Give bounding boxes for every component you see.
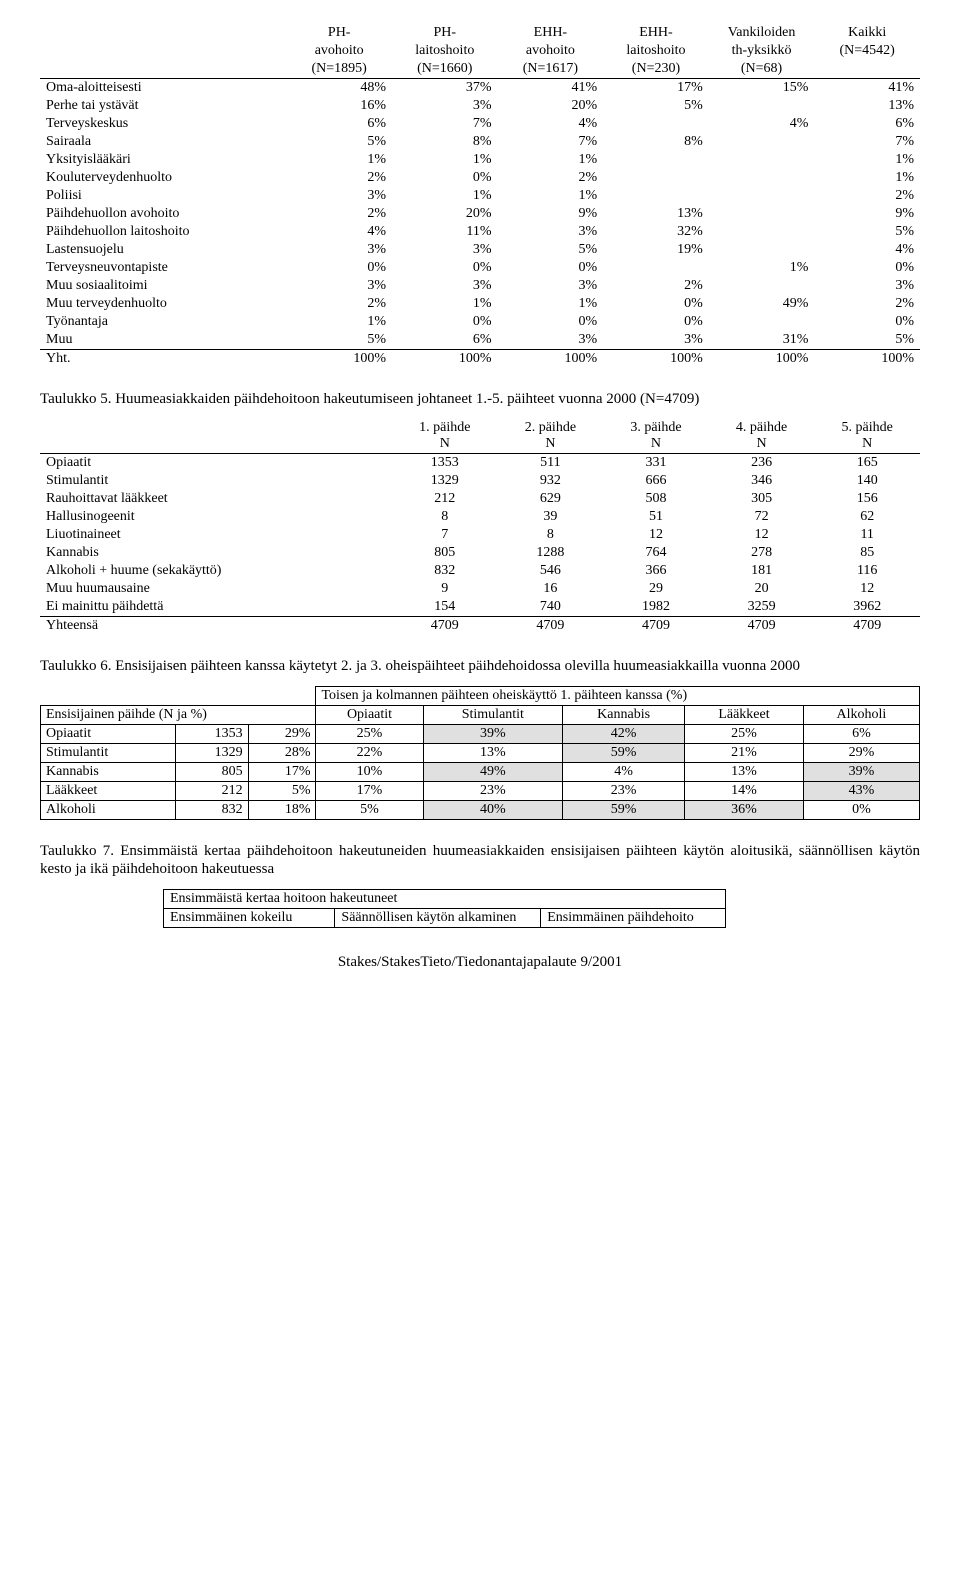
table-7: Ensimmäistä kertaa hoitoon hakeutuneet E…	[40, 889, 726, 928]
table-row: Opiaatit135329%25%39%42%25%6%	[41, 724, 920, 743]
table-6-body: Opiaatit135329%25%39%42%25%6%Stimulantit…	[41, 724, 920, 819]
table-row: Muu sosiaalitoimi3%3%3%2%3%	[40, 277, 920, 295]
table-4-body: Oma-aloitteisesti48%37%41%17%15%41%Perhe…	[40, 79, 920, 369]
table-row: Kannabis805128876427885	[40, 544, 920, 562]
table-row: Terveysneuvontapiste0%0%0%1%0%	[40, 259, 920, 277]
t7-c2: Säännöllisen käytön alkaminen	[335, 909, 541, 928]
table-row: Alkoholi83218%5%40%59%36%0%	[41, 800, 920, 819]
table-row: Liuotinaineet78121211	[40, 526, 920, 544]
table-row: Muu terveydenhuolto2%1%1%0%49%2%	[40, 295, 920, 313]
table-row: Muu5%6%3%3%31%5%	[40, 331, 920, 350]
table-row: Kannabis80517%10%49%4%13%39%	[41, 762, 920, 781]
table-row: Työnantaja1%0%0%0%0%	[40, 313, 920, 331]
table-row: Lastensuojelu3%3%5%19%4%	[40, 241, 920, 259]
table-row: Stimulantit132928%22%13%59%21%29%	[41, 743, 920, 762]
t6-topheader: Toisen ja kolmannen päihteen oheiskäyttö…	[316, 686, 920, 705]
table-6: Toisen ja kolmannen päihteen oheiskäyttö…	[40, 686, 920, 820]
table-row: Yhteensä47094709470947094709	[40, 616, 920, 635]
table-row: Stimulantit1329932666346140	[40, 472, 920, 490]
table-row: Yksityislääkäri1%1%1%1%	[40, 151, 920, 169]
table-row: Hallusinogeenit839517262	[40, 508, 920, 526]
table-row: Sairaala5%8%7%8%7%	[40, 133, 920, 151]
table-row: Poliisi3%1%1%2%	[40, 187, 920, 205]
caption-table-7: Taulukko 7. Ensimmäistä kertaa päihdehoi…	[40, 842, 920, 880]
t7-c1: Ensimmäinen kokeilu	[163, 909, 334, 928]
table-row: Kouluterveydenhuolto2%0%2%1%	[40, 169, 920, 187]
t7-top: Ensimmäistä kertaa hoitoon hakeutuneet	[163, 890, 725, 909]
table-4-head: PH-PH-EHH-EHH-VankiloidenKaikki avohoito…	[40, 24, 920, 79]
table-row: Perhe tai ystävät16%3%20%5%13%	[40, 97, 920, 115]
table-row: Terveyskeskus6%7%4%4%6%	[40, 115, 920, 133]
table-row: Päihdehuollon avohoito2%20%9%13%9%	[40, 205, 920, 223]
table-row: Rauhoittavat lääkkeet212629508305156	[40, 490, 920, 508]
table-row: Lääkkeet2125%17%23%23%14%43%	[41, 781, 920, 800]
table-row: Päihdehuollon laitoshoito4%11%3%32%5%	[40, 223, 920, 241]
table-row: Yht.100%100%100%100%100%100%	[40, 350, 920, 369]
page-footer: Stakes/StakesTieto/Tiedonantajapalaute 9…	[40, 954, 920, 971]
table-5-body: Opiaatit1353511331236165Stimulantit13299…	[40, 453, 920, 635]
table-5: 1. päihdeN2. päihdeN3. päihdeN4. päihdeN…	[40, 419, 920, 635]
table-4: PH-PH-EHH-EHH-VankiloidenKaikki avohoito…	[40, 24, 920, 368]
caption-table-5: Taulukko 5. Huumeasiakkaiden päihdehoito…	[40, 390, 920, 409]
table-row: Muu huumausaine916292012	[40, 580, 920, 598]
table-row: Opiaatit1353511331236165	[40, 453, 920, 472]
caption-table-6: Taulukko 6. Ensisijaisen päihteen kanssa…	[40, 657, 920, 676]
table-row: Oma-aloitteisesti48%37%41%17%15%41%	[40, 79, 920, 98]
table-row: Alkoholi + huume (sekakäyttö)83254636618…	[40, 562, 920, 580]
table-row: Ei mainittu päihdettä154740198232593962	[40, 598, 920, 617]
t7-c3: Ensimmäinen päihdehoito	[541, 909, 726, 928]
